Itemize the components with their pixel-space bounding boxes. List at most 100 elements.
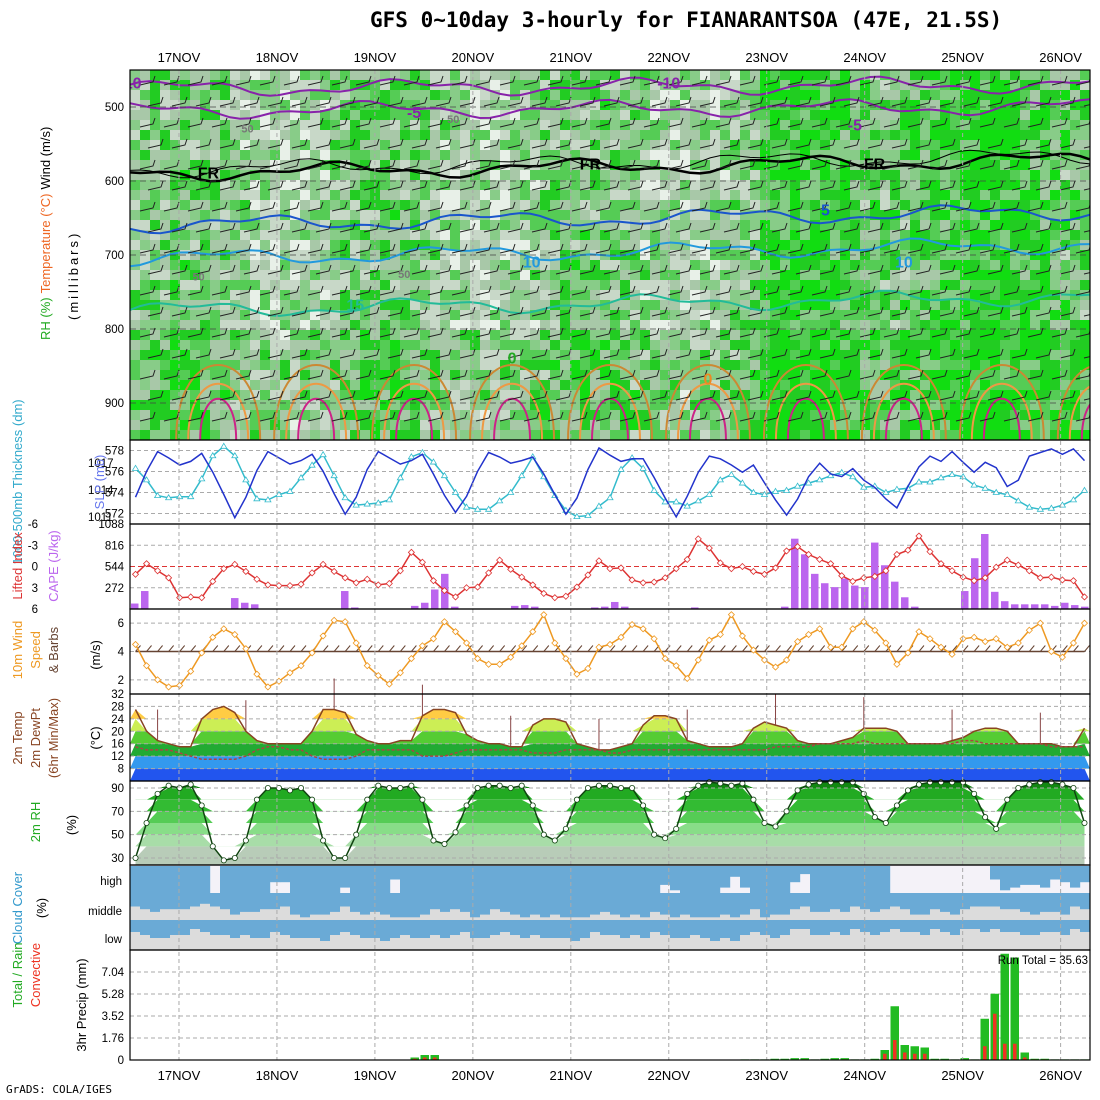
rh-shade-cell (710, 270, 721, 281)
wind-barb (523, 411, 540, 422)
cape-bar (231, 598, 239, 609)
rh-shade-cell (970, 430, 981, 440)
rh-shade-cell (560, 90, 571, 101)
rh-shade-cell (690, 380, 701, 391)
isotherm-line (130, 237, 1090, 268)
rh-shade-cell (220, 240, 231, 251)
wind-barb (979, 75, 996, 86)
cloud-high-cell (1060, 866, 1071, 883)
rh-shade-cell (700, 290, 711, 301)
rh-shade-cell (850, 190, 861, 201)
rh-shade-cell (480, 230, 491, 241)
rh-shade-cell (1000, 310, 1011, 321)
rh-shade-cell (380, 180, 391, 191)
rh-shade-cell (1080, 270, 1090, 281)
rh-shade-cell (940, 220, 951, 231)
rh-shade-cell (480, 270, 491, 281)
rh-shade-cell (930, 160, 941, 171)
rh-shade-cell (380, 230, 391, 241)
thickness-line-point (595, 502, 603, 509)
rh-shade-cell (260, 300, 271, 311)
rh-shade-cell (810, 370, 821, 381)
rh-shade-cell (920, 90, 931, 101)
wind-barb (187, 117, 204, 128)
wind-barb (1059, 138, 1076, 149)
rh-shade-cell (790, 320, 801, 331)
rh-shade-cell (350, 130, 361, 141)
rh-shade-cell (1060, 120, 1071, 131)
wind-barb (331, 411, 348, 422)
wind-barb (475, 285, 492, 296)
rh-shade-cell (210, 180, 221, 191)
rh-shade-cell (490, 310, 501, 321)
wind-barb (1003, 159, 1020, 170)
rh-shade-cell (480, 130, 491, 141)
lifted-index-line-point (142, 560, 151, 568)
wind-barb (219, 96, 236, 107)
rh-shade-cell (230, 380, 241, 391)
rh-shade-cell (950, 120, 961, 131)
rh-shade-cell (1060, 140, 1071, 151)
cloud-high-cell (560, 866, 571, 893)
wind-barb (547, 285, 564, 296)
wind-barb (523, 285, 540, 296)
wind-barb (771, 138, 788, 149)
rh-shade-cell (850, 200, 861, 211)
rh-shade-cell (750, 240, 761, 251)
wind-barb (483, 306, 500, 317)
rh-shade-cell (550, 340, 561, 351)
wind-barb (283, 327, 300, 338)
rh-shade-cell (620, 100, 631, 111)
wind-barb (139, 75, 156, 86)
lifted-index-line-point (683, 555, 691, 563)
rh-shade-cell (950, 110, 961, 121)
wind-barb (523, 327, 540, 338)
rh-shade-cell (680, 300, 691, 311)
rh-shade-cell (130, 110, 141, 121)
wind-barb (787, 369, 804, 380)
wind-barb (435, 264, 452, 275)
rh-shade-cell (320, 430, 331, 440)
rh-shade-cell (820, 330, 831, 341)
rh-shade-cell (160, 160, 171, 171)
rh-shade-cell (710, 140, 721, 151)
rh-shade-cell (500, 170, 511, 181)
wind-barb (955, 285, 972, 296)
rh-shade-cell (250, 100, 261, 111)
rh-shade-cell (210, 370, 221, 381)
wind-barb (835, 243, 852, 254)
rh-shade-cell (650, 130, 661, 141)
rh-shade-cell (410, 150, 421, 161)
rh-shade-cell (240, 150, 251, 161)
isotherm-line (130, 98, 1090, 120)
rh-shade-cell (770, 170, 781, 181)
wind-speed-line-point (1080, 619, 1089, 627)
rh-shade-cell (760, 260, 771, 271)
rh-shade-cell (630, 230, 641, 241)
thickness-line-point (782, 486, 791, 493)
rh-shade-cell (1080, 160, 1090, 171)
rh-shade-cell (480, 200, 491, 211)
rh-shade-cell (290, 380, 301, 391)
rh-shade-cell (550, 300, 561, 311)
rh-shade-cell (700, 340, 711, 351)
rh-line-point (673, 825, 680, 832)
wind-barb (331, 243, 348, 254)
rh-shade-cell (900, 300, 911, 311)
rh-shade-cell (950, 430, 961, 440)
surface-wind-barb (146, 645, 152, 652)
rh-shade-cell (1060, 230, 1071, 241)
rh-shade-cell (360, 190, 371, 201)
rh-shade-cell (180, 120, 191, 131)
wind-barb (819, 138, 836, 149)
wind-barb (819, 264, 836, 275)
rh-shade-cell (210, 330, 221, 341)
rh-shade-cell (260, 240, 271, 251)
rh-shade-cell (180, 70, 191, 81)
rh-shade-cell (340, 400, 351, 411)
rh-shade-cell (380, 350, 391, 361)
rh-shade-cell (200, 240, 211, 251)
rh-shade-cell (1070, 370, 1081, 381)
rh-shade-cell (350, 80, 361, 91)
rh-shade-cell (130, 290, 141, 301)
